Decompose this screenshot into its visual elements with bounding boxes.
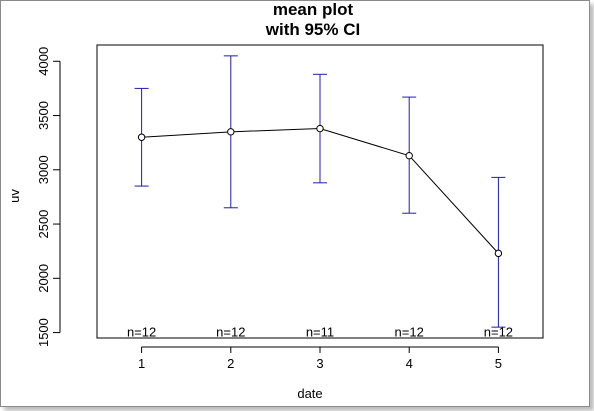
x-tick-label: 5 [495,356,502,371]
chart-subtitle: with 95% CI [265,20,360,39]
y-tick-label: 4000 [36,47,51,76]
y-tick-label: 1500 [36,318,51,347]
mean-point [494,249,503,258]
mean-point [227,128,235,136]
mean-point [316,124,324,133]
x-tick-label: 2 [227,356,234,371]
chart-title: mean plot [273,0,354,19]
count-annotation: n=12 [127,325,156,340]
x-tick-label: 1 [138,356,145,371]
plot-box [96,44,544,339]
y-tick-label: 2000 [36,264,51,293]
y-tick-label: 3000 [36,155,51,184]
count-annotation: n=11 [306,325,334,340]
mean-point [137,133,146,141]
mean-point [405,151,413,160]
y-tick-label: 3500 [36,101,51,130]
x-axis-label: date [297,386,322,401]
y-axis-label: uv [7,189,22,203]
count-annotation: n=12 [484,325,513,340]
x-tick-label: 4 [406,356,413,371]
count-annotation: n=12 [216,325,245,340]
x-tick-label: 3 [316,356,323,371]
count-annotation: n=12 [395,325,424,340]
y-tick-label: 2500 [36,210,51,239]
